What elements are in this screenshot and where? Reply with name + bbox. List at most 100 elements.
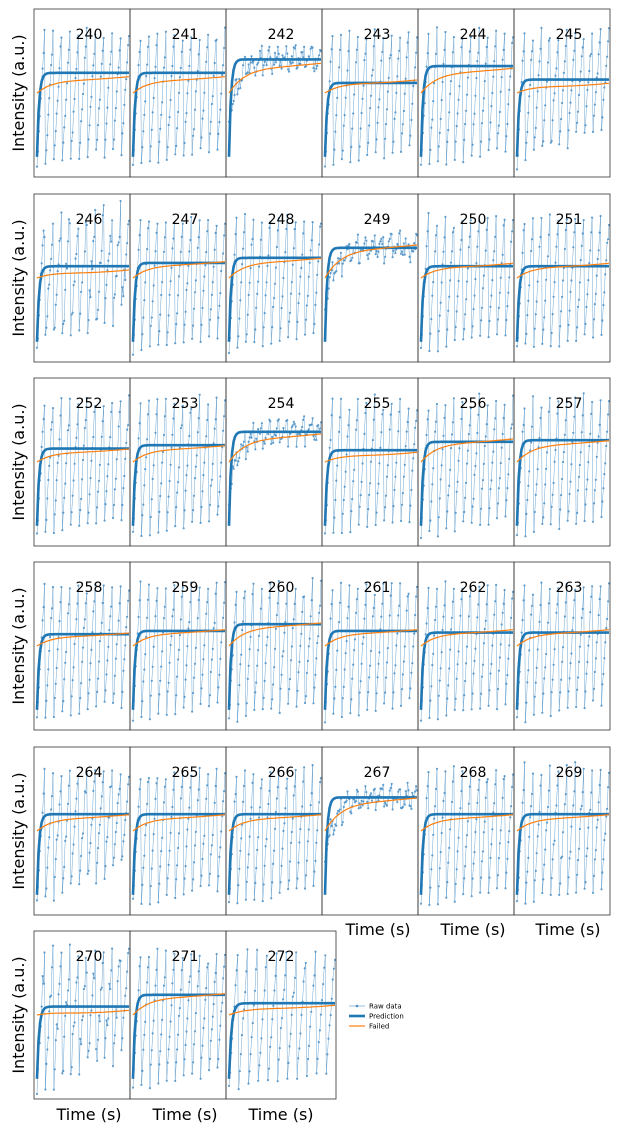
prediction-line (35, 71, 129, 157)
panel-label: 268 (460, 765, 487, 781)
panel-240: 240 (33, 8, 131, 178)
panel-label: 265 (172, 765, 199, 781)
failed-line (228, 1004, 336, 1016)
prediction-line (131, 443, 225, 526)
raw-data-points (419, 580, 514, 722)
failed-line (132, 445, 226, 463)
panel-244: 244 (417, 8, 515, 178)
raw-data-points (419, 765, 514, 907)
failed-line (324, 797, 418, 832)
raw-data-points (227, 577, 322, 723)
prediction-line (515, 812, 609, 895)
failed-line (36, 269, 130, 279)
y-axis-label: Intensity (a.u.) (9, 34, 28, 151)
panel-label: 245 (556, 27, 583, 43)
prediction-line (227, 256, 321, 342)
panel-256: 256 (417, 377, 515, 547)
panel-label: 253 (172, 396, 199, 412)
raw-data-line (420, 27, 514, 165)
panel-label: 262 (460, 580, 487, 596)
panel-243: 243 (321, 8, 419, 178)
x-axis-label: Time (s) (247, 1105, 313, 1124)
prediction-line (35, 264, 129, 342)
x-axis-label: Time (s) (344, 920, 410, 939)
panel-label: 240 (76, 27, 103, 43)
panel-268: 268 (417, 746, 515, 916)
panel-259: 259 (129, 561, 227, 731)
panel-254: 254 (225, 377, 323, 547)
failed-line (228, 62, 322, 94)
prediction-line (419, 440, 513, 526)
panel-266: 266 (225, 746, 323, 916)
panel-label: 263 (556, 580, 583, 596)
failed-line (36, 76, 130, 94)
raw-data-points (131, 215, 226, 356)
panel-label: 260 (268, 580, 295, 596)
x-axis-label: Time (s) (151, 1105, 217, 1124)
prediction-line (227, 430, 321, 526)
failed-line (36, 814, 130, 832)
raw-data-line (132, 216, 226, 355)
panel-frame (513, 193, 611, 363)
panel-246: 246 (33, 193, 131, 363)
y-axis-label: Intensity (a.u.) (9, 403, 28, 520)
raw-data-points (131, 580, 226, 722)
panel-label: 270 (76, 949, 103, 965)
raw-data-points (515, 581, 610, 724)
raw-data-line (228, 416, 322, 505)
prediction-line (419, 64, 513, 157)
panel-248: 248 (225, 193, 323, 363)
raw-data-points (35, 26, 130, 168)
raw-data-line (516, 27, 610, 170)
panel-271: 271 (129, 930, 227, 1100)
panel-label: 241 (172, 27, 199, 43)
raw-data-points (515, 26, 610, 171)
prediction-line (227, 812, 321, 895)
failed-line (516, 440, 610, 463)
panel-label: 271 (172, 949, 199, 965)
raw-data-points (227, 415, 322, 506)
panel-label: 272 (268, 949, 295, 965)
panel-264: 264 (33, 746, 131, 916)
prediction-line (419, 812, 513, 895)
panel-label: 250 (460, 212, 487, 228)
failed-line (36, 1009, 130, 1016)
failed-line (420, 67, 514, 94)
panel-245: 245 (513, 8, 611, 178)
panel-frame (513, 746, 611, 916)
y-axis-label: Intensity (a.u.) (9, 587, 28, 704)
panel-252: 252 (33, 377, 131, 547)
failed-line (420, 262, 514, 279)
raw-data-line (132, 581, 226, 721)
failed-line (228, 257, 322, 279)
raw-data-points (227, 948, 336, 1091)
panel-250: 250 (417, 193, 515, 363)
panel-label: 249 (364, 212, 391, 228)
panel-257: 257 (513, 377, 611, 547)
panel-label: 244 (460, 27, 487, 43)
y-axis-label: Intensity (a.u.) (9, 956, 28, 1073)
x-axis-label: Time (s) (534, 920, 600, 939)
panel-260: 260 (225, 561, 323, 731)
x-axis-label: Time (s) (55, 1105, 121, 1124)
panel-241: 241 (129, 8, 227, 178)
panel-label: 243 (364, 27, 391, 43)
raw-data-line (228, 765, 322, 904)
raw-data-line (132, 27, 226, 165)
failed-line (36, 632, 130, 647)
raw-data-line (36, 768, 130, 901)
panel-242: 242 (225, 8, 323, 178)
panel-267: 267 (321, 746, 419, 916)
raw-data-points (227, 44, 322, 129)
panel-label: 255 (364, 396, 391, 412)
failed-line (228, 814, 322, 832)
raw-data-points (131, 26, 226, 166)
prediction-line (515, 438, 609, 526)
raw-data-line (132, 948, 226, 1089)
panel-262: 262 (417, 561, 515, 731)
panel-label: 264 (76, 765, 103, 781)
raw-data-line (36, 27, 130, 167)
raw-data-line (324, 29, 418, 167)
panel-frame (513, 8, 611, 178)
prediction-line (515, 78, 609, 157)
